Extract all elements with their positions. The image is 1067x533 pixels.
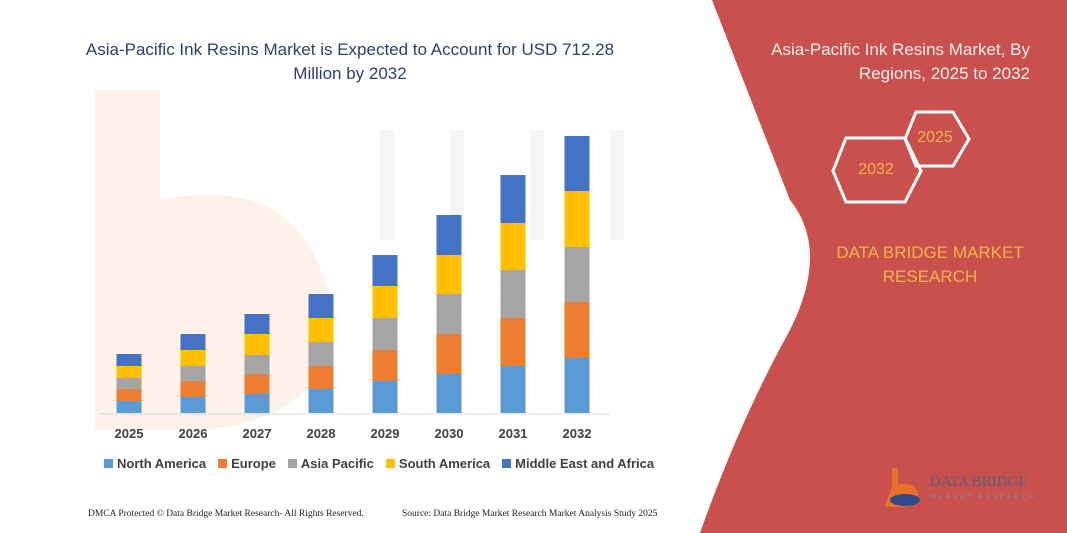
x-tick-label: 2032	[562, 426, 592, 441]
bar-segment-2028-1	[308, 366, 334, 389]
bar-segment-2029-1	[372, 350, 398, 381]
legend-swatch	[287, 459, 297, 468]
bar-segment-2030-4	[436, 215, 462, 255]
x-tick-label: 2030	[434, 426, 464, 441]
bar-segment-2029-2	[372, 318, 398, 350]
bar-segment-2031-3	[500, 223, 526, 270]
legend-swatch	[502, 459, 512, 468]
bar-segment-2030-3	[436, 255, 462, 294]
bar-segment-2031-2	[500, 270, 526, 318]
bar-segment-2028-3	[308, 318, 334, 342]
side-panel	[700, 0, 1067, 533]
bar-segment-2027-3	[244, 334, 270, 355]
legend-item: Asia Pacific	[287, 456, 374, 471]
legend-label: Middle East and Africa	[515, 456, 655, 471]
bar-segment-2026-0	[180, 397, 206, 413]
legend-item: Europe	[218, 456, 276, 471]
legend-swatch	[104, 459, 113, 468]
bar-segment-2032-3	[564, 191, 590, 247]
bar-segment-2032-4	[564, 136, 590, 191]
page-title: Asia-Pacific Ink Resins Market is Expect…	[85, 40, 615, 83]
hexagon-2032	[831, 136, 923, 204]
legend-label: Europe	[231, 456, 276, 471]
bar-segment-2029-4	[372, 255, 398, 286]
bar-segment-2025-0	[116, 401, 142, 413]
bar-segment-2030-2	[436, 294, 462, 334]
legend-label: South America	[398, 456, 491, 471]
bar-segment-2027-0	[244, 394, 270, 413]
hex-label-2025: 2025	[917, 129, 953, 146]
bars-group	[116, 136, 590, 413]
bar-segment-2029-3	[372, 286, 398, 318]
logo-icon	[885, 468, 920, 508]
x-tick-label: 2029	[370, 426, 400, 441]
bar-segment-2026-3	[180, 350, 206, 366]
bar-segment-2031-1	[500, 318, 526, 366]
x-tick-label: 2031	[498, 426, 528, 441]
legend-item: North America	[104, 456, 206, 471]
x-tick-label: 2027	[242, 426, 272, 441]
bar-segment-2026-2	[180, 366, 206, 381]
legend-item: South America	[385, 456, 491, 471]
side-panel-title: Asia-Pacific Ink Resins Market, By Regio…	[771, 40, 1030, 83]
bar-segment-2032-1	[564, 302, 590, 358]
bar-segment-2027-4	[244, 314, 270, 334]
bar-segment-2030-1	[436, 334, 462, 374]
bar-segment-2026-1	[180, 381, 206, 397]
bar-segment-2028-0	[308, 389, 334, 413]
bar-segment-2029-0	[372, 381, 398, 413]
legend-label: Asia Pacific	[300, 456, 374, 471]
legend-label: North America	[117, 456, 207, 471]
legend-item: Middle East and Africa	[502, 456, 654, 471]
bar-segment-2031-4	[500, 175, 526, 223]
bar-segment-2027-1	[244, 374, 270, 394]
bar-segment-2032-2	[564, 247, 590, 302]
bar-segment-2026-4	[180, 334, 206, 350]
bar-segment-2028-4	[308, 294, 334, 318]
bar-segment-2025-3	[116, 366, 142, 378]
watermark-logo	[95, 90, 331, 430]
logo-subtext: MARKET RESEARCH	[931, 495, 1036, 501]
x-tick-label: 2028	[306, 426, 336, 441]
x-tick-label: 2025	[114, 426, 144, 441]
footer-copyright: DMCA Protected © Data Bridge Market Rese…	[88, 509, 364, 519]
bar-segment-2025-2	[116, 378, 142, 389]
hex-label-2032: 2032	[858, 161, 894, 178]
bar-segment-2032-0	[564, 358, 590, 413]
footer-source: Source: Data Bridge Market Research Mark…	[402, 509, 658, 519]
bar-segment-2028-2	[308, 342, 334, 366]
bar-segment-2030-0	[436, 374, 462, 413]
x-tick-label: 2026	[178, 426, 208, 441]
bar-segment-2027-2	[244, 355, 270, 374]
logo-text: DATA BRIDGE	[930, 474, 1028, 490]
legend-swatch	[385, 459, 395, 468]
bar-segment-2025-1	[116, 389, 142, 401]
brand-text: DATA BRIDGE MARKET RESEARCH	[836, 243, 1024, 286]
legend: North America Europe Asia Pacific South …	[104, 456, 654, 471]
watermark-shapes	[380, 130, 624, 240]
bar-segment-2025-4	[116, 354, 142, 366]
bar-segment-2031-0	[500, 366, 526, 413]
legend-swatch	[218, 459, 228, 468]
